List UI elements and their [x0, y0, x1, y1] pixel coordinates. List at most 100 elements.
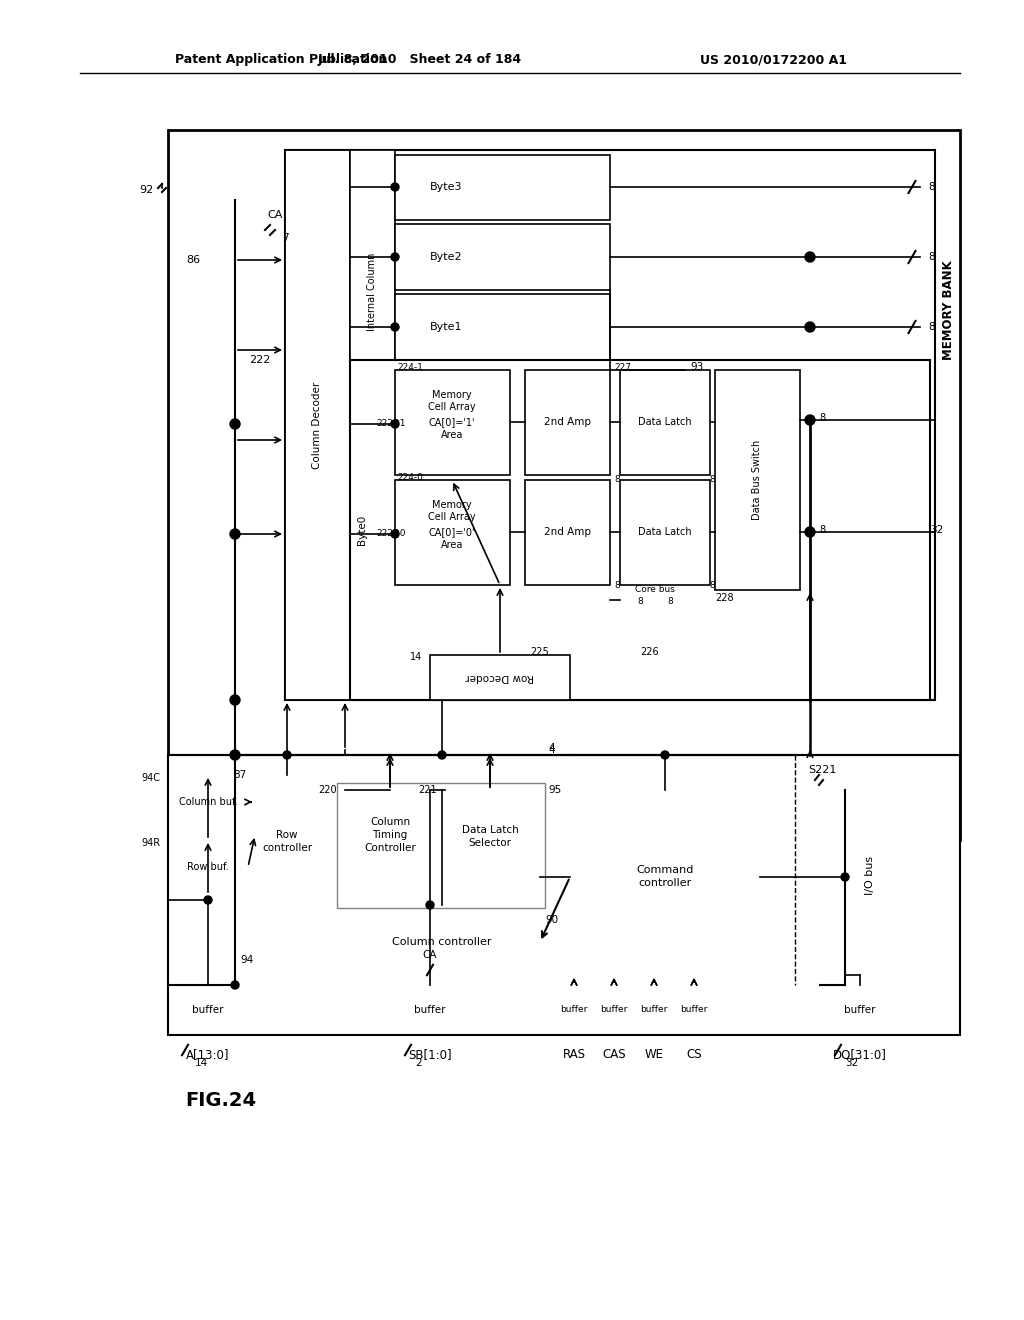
Text: I/O bus: I/O bus: [865, 855, 874, 895]
Bar: [620, 480, 710, 585]
Text: 222: 222: [249, 355, 270, 366]
Circle shape: [230, 696, 240, 705]
Text: Byte0: Byte0: [357, 515, 367, 545]
Text: Controller: Controller: [365, 843, 416, 853]
Text: Data Bus Switch: Data Bus Switch: [752, 440, 762, 520]
Text: controller: controller: [638, 878, 691, 888]
Circle shape: [391, 420, 399, 428]
Bar: [168, 775, 248, 830]
Bar: [620, 370, 710, 475]
Text: 8: 8: [928, 322, 935, 333]
Text: 4: 4: [548, 744, 555, 755]
Bar: [350, 150, 395, 436]
Text: Area: Area: [440, 540, 463, 550]
Circle shape: [438, 751, 446, 759]
Bar: [820, 985, 900, 1035]
Bar: [345, 789, 435, 900]
Text: 8: 8: [928, 182, 935, 191]
Text: 8: 8: [637, 598, 643, 606]
Text: buffer: buffer: [560, 1006, 588, 1015]
Circle shape: [841, 873, 849, 880]
Text: 8: 8: [614, 475, 620, 484]
Bar: [390, 985, 470, 1035]
Bar: [395, 154, 610, 220]
Text: controller: controller: [262, 843, 312, 853]
Text: 32: 32: [845, 1059, 858, 1068]
Text: CS: CS: [686, 1048, 701, 1061]
Bar: [395, 294, 610, 360]
Text: CA[0]='0': CA[0]='0': [429, 527, 475, 537]
Text: 8: 8: [667, 598, 673, 606]
Text: Byte1: Byte1: [430, 322, 463, 333]
Circle shape: [230, 750, 240, 760]
Text: 228: 228: [715, 593, 733, 603]
Text: Column: Column: [370, 817, 410, 828]
Text: 220: 220: [318, 785, 337, 795]
Text: Row buf.: Row buf.: [187, 862, 228, 873]
Text: 94: 94: [240, 954, 253, 965]
Text: 226: 226: [640, 647, 658, 657]
Bar: [168, 840, 248, 895]
Text: 224-0: 224-0: [397, 474, 423, 483]
Bar: [285, 150, 350, 700]
Bar: [570, 789, 760, 975]
Bar: [445, 789, 535, 900]
Text: Area: Area: [440, 430, 463, 440]
Text: RAS: RAS: [562, 1048, 586, 1061]
Circle shape: [204, 896, 212, 904]
Text: Jul. 8, 2010   Sheet 24 of 184: Jul. 8, 2010 Sheet 24 of 184: [317, 54, 522, 66]
Text: S221: S221: [808, 766, 837, 775]
Bar: [525, 480, 610, 585]
Text: 8: 8: [819, 525, 825, 535]
Text: 2nd Amp: 2nd Amp: [544, 527, 591, 537]
Text: buffer: buffer: [640, 1006, 668, 1015]
Text: 92: 92: [138, 185, 153, 195]
Bar: [525, 370, 610, 475]
Text: Byte2: Byte2: [430, 252, 463, 261]
Bar: [395, 370, 510, 475]
Circle shape: [230, 529, 240, 539]
Text: Row Decoder: Row Decoder: [466, 672, 535, 682]
Text: 8: 8: [819, 413, 825, 422]
Text: Memory: Memory: [432, 389, 472, 400]
Text: Column controller: Column controller: [392, 937, 492, 946]
Circle shape: [805, 527, 815, 537]
Text: 93: 93: [690, 362, 703, 372]
Bar: [395, 224, 610, 290]
Text: 32: 32: [930, 525, 943, 535]
Text: Memory: Memory: [432, 500, 472, 510]
Text: Row: Row: [276, 830, 298, 840]
Text: Core bus: Core bus: [635, 586, 675, 594]
Text: Command: Command: [636, 865, 693, 875]
Bar: [168, 985, 248, 1035]
Circle shape: [805, 252, 815, 261]
Text: 8: 8: [710, 581, 715, 590]
Text: buffer: buffer: [415, 1005, 445, 1015]
Text: 7: 7: [282, 234, 289, 243]
Text: 222D1: 222D1: [376, 420, 406, 429]
Text: 86: 86: [186, 255, 200, 265]
Circle shape: [230, 418, 240, 429]
Circle shape: [391, 323, 399, 331]
Bar: [168, 129, 961, 840]
Text: Selector: Selector: [469, 838, 512, 847]
Bar: [337, 783, 545, 908]
Text: CAS: CAS: [602, 1048, 626, 1061]
Circle shape: [426, 902, 434, 909]
Text: 8: 8: [710, 475, 715, 484]
Bar: [345, 906, 540, 979]
Text: Column Decoder: Column Decoder: [312, 381, 322, 469]
Text: Cell Array: Cell Array: [428, 403, 476, 412]
Text: Byte3: Byte3: [430, 182, 463, 191]
Text: 221: 221: [419, 785, 437, 795]
Text: 222D0: 222D0: [376, 529, 406, 539]
Text: buffer: buffer: [844, 1005, 876, 1015]
Text: Data Latch: Data Latch: [638, 417, 692, 426]
Text: FIG.24: FIG.24: [185, 1090, 256, 1110]
Text: 95: 95: [549, 785, 562, 795]
Text: 224-1: 224-1: [397, 363, 423, 372]
Text: CA[0]='1': CA[0]='1': [429, 417, 475, 426]
Text: 227: 227: [614, 363, 631, 372]
Text: Timing: Timing: [373, 830, 408, 840]
Circle shape: [283, 751, 291, 759]
